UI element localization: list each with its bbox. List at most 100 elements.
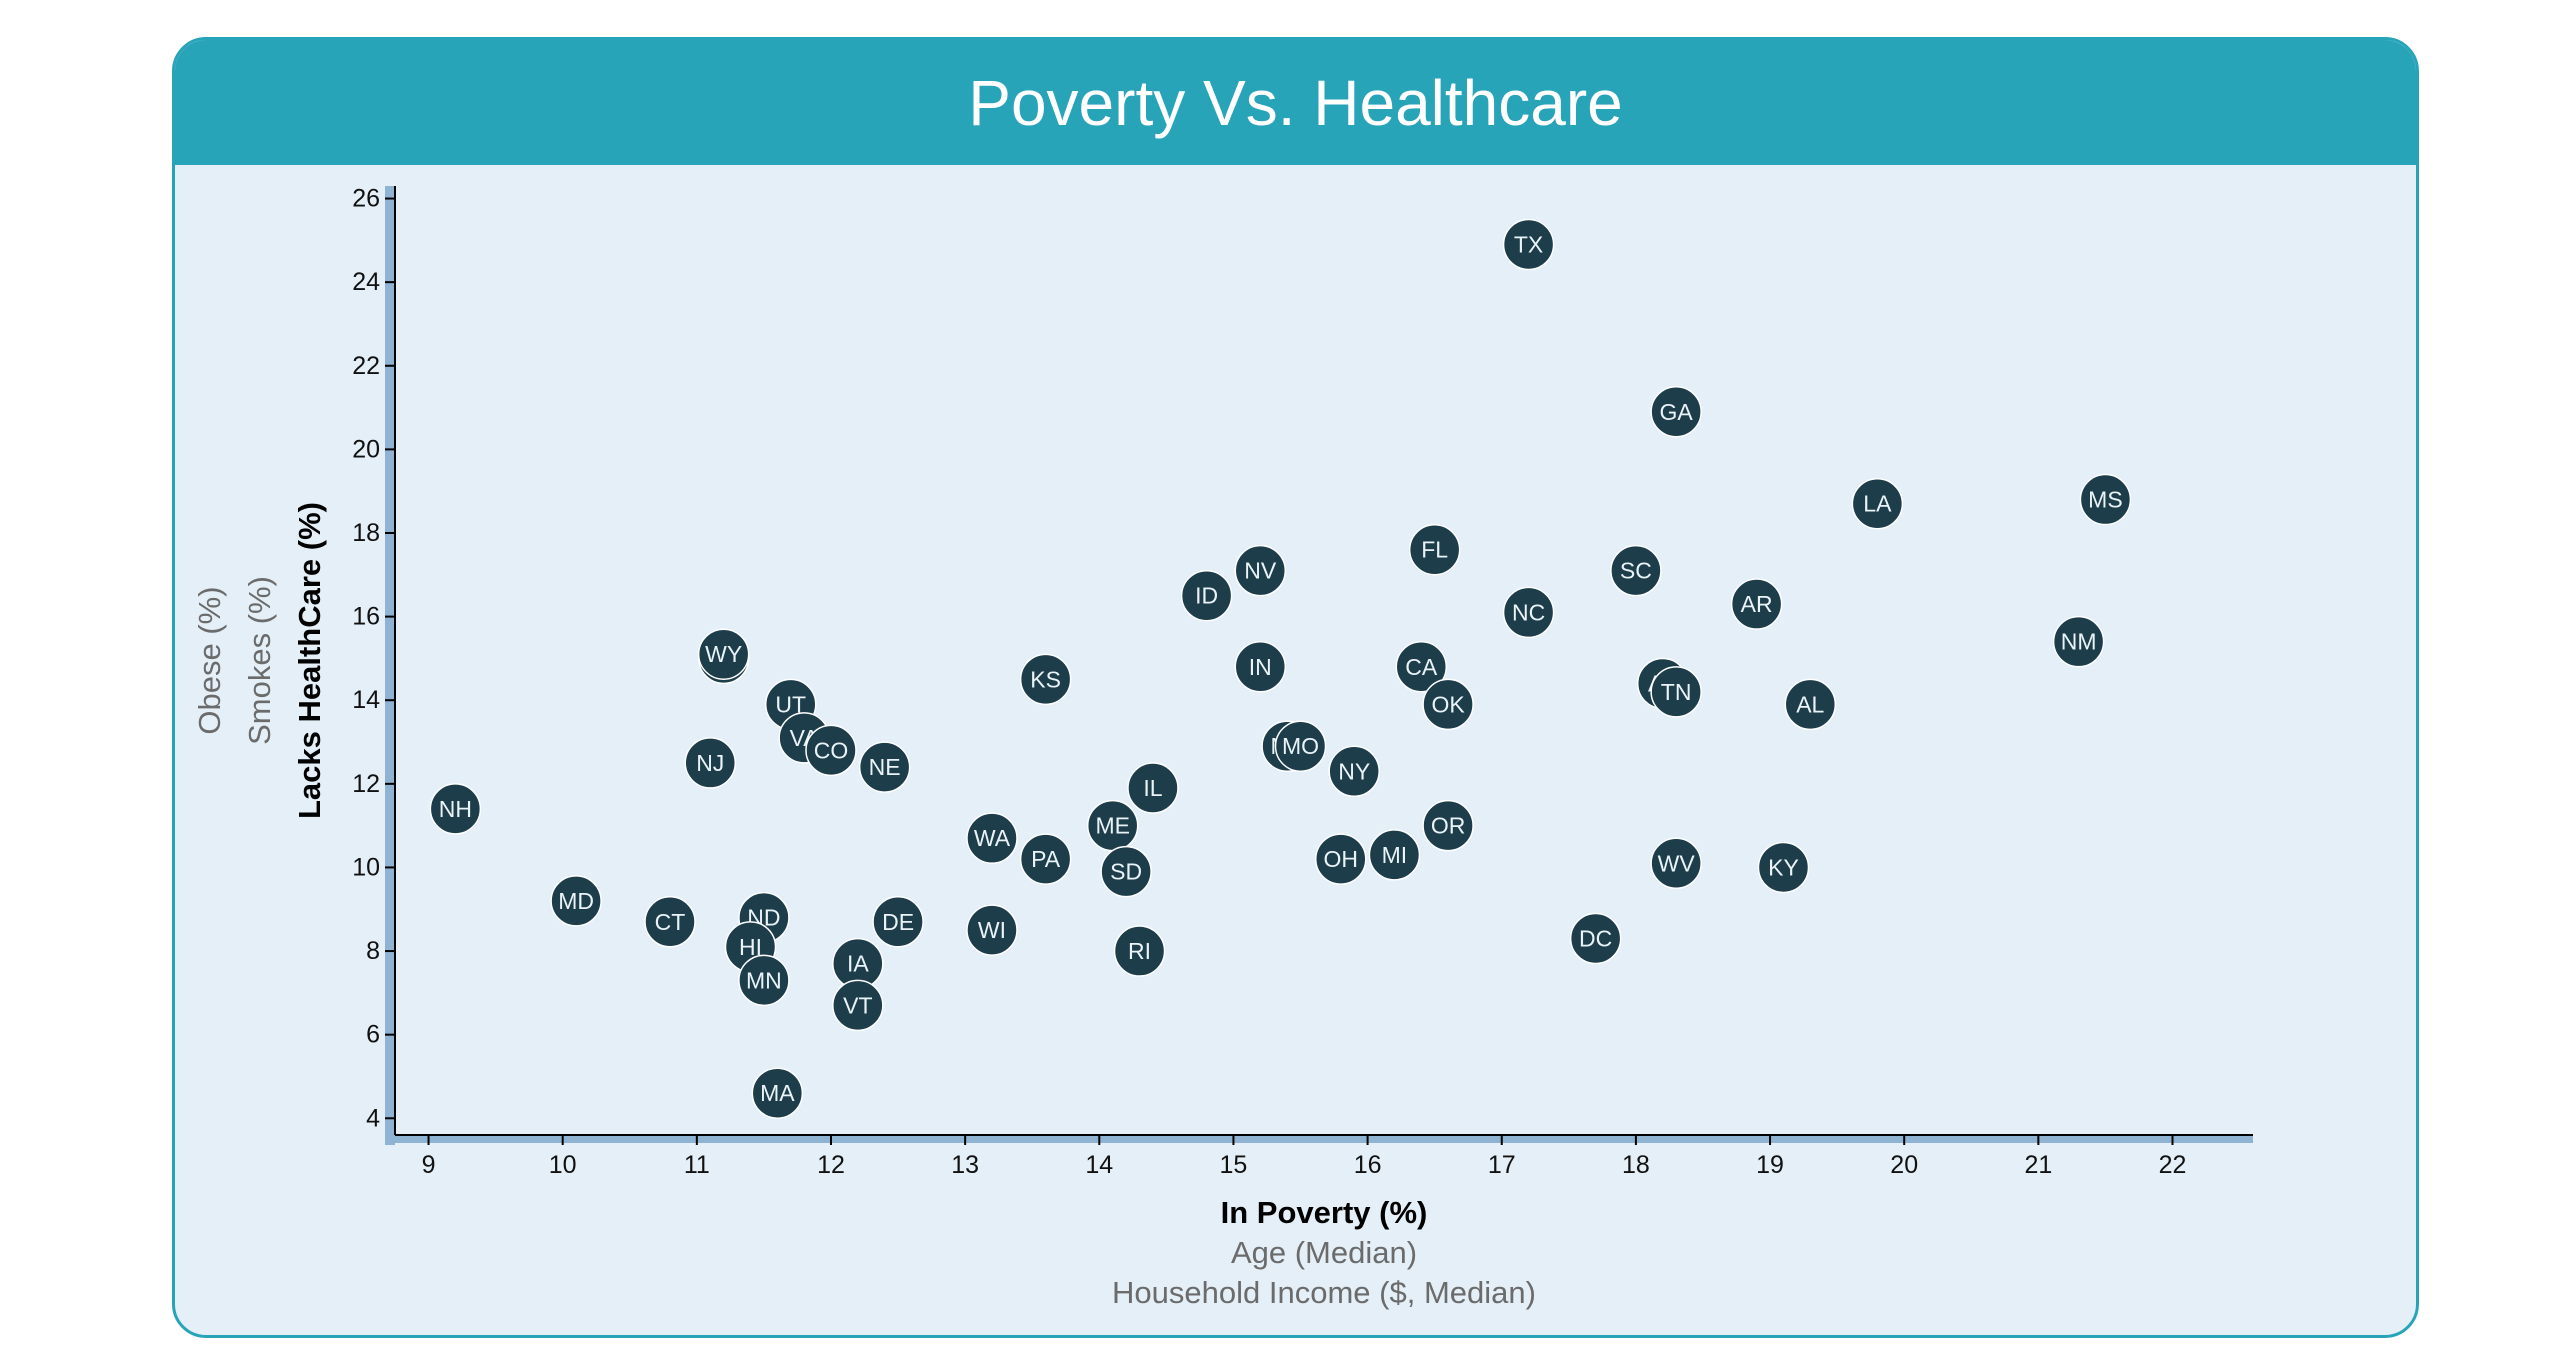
state-marker-ks[interactable]: KS — [1019, 653, 1072, 706]
state-marker-ar[interactable]: AR — [1730, 578, 1783, 630]
state-marker-nv[interactable]: NV — [1234, 544, 1287, 597]
state-circle[interactable] — [966, 904, 1018, 956]
state-marker-co[interactable]: CO — [805, 724, 857, 777]
state-circle[interactable] — [1851, 477, 1904, 530]
state-marker-nj[interactable]: NJ — [684, 737, 737, 789]
state-circle[interactable] — [429, 783, 482, 835]
state-marker-sd[interactable]: SD — [1100, 845, 1152, 898]
state-circle[interactable] — [1019, 653, 1072, 706]
state-circle[interactable] — [684, 737, 737, 789]
state-marker-me[interactable]: ME — [1086, 799, 1139, 852]
state-circle[interactable] — [550, 875, 602, 927]
state-circle[interactable] — [1180, 569, 1233, 622]
state-marker-tx[interactable]: TX — [1502, 218, 1555, 271]
state-circle[interactable] — [1422, 799, 1474, 852]
state-circle[interactable] — [1610, 544, 1662, 597]
state-marker-vt[interactable]: VT — [832, 979, 884, 1032]
state-label: ID — [1195, 583, 1218, 609]
state-marker-ga[interactable]: GA — [1650, 386, 1702, 438]
state-marker-ne[interactable]: NE — [858, 741, 911, 793]
state-marker-ri[interactable]: RI — [1113, 925, 1166, 977]
state-circle[interactable] — [872, 896, 924, 948]
state-circle[interactable] — [1315, 833, 1367, 885]
state-circle[interactable] — [697, 628, 750, 680]
state-circle[interactable] — [1650, 837, 1702, 890]
state-circle[interactable] — [1100, 845, 1152, 898]
state-circle[interactable] — [1113, 925, 1166, 977]
state-marker-al[interactable]: AL — [1784, 678, 1837, 731]
state-circle[interactable] — [1502, 218, 1555, 271]
state-marker-md[interactable]: MD — [550, 875, 602, 927]
x-tick-label: 16 — [1354, 1151, 1382, 1179]
state-marker-dc[interactable]: DC — [1569, 912, 1622, 965]
state-circle[interactable] — [1757, 841, 1810, 894]
state-circle[interactable] — [1328, 745, 1380, 798]
state-marker-nh[interactable]: NH — [429, 783, 482, 835]
state-marker-oh[interactable]: OH — [1315, 833, 1367, 885]
y-axis-title-healthcare[interactable]: Lacks HealthCare (%) — [292, 502, 327, 819]
state-marker-wa[interactable]: WA — [966, 812, 1018, 864]
state-marker-ms[interactable]: MS — [2079, 473, 2132, 526]
state-circle[interactable] — [1234, 544, 1287, 597]
state-marker-sc[interactable]: SC — [1610, 544, 1662, 597]
state-marker-ny[interactable]: NY — [1328, 745, 1380, 798]
state-label: MD — [558, 888, 594, 914]
state-circle[interactable] — [1569, 912, 1622, 965]
x-axis-title-poverty[interactable]: In Poverty (%) — [1221, 1195, 1428, 1230]
state-marker-wy[interactable]: WY — [697, 628, 750, 680]
state-circle[interactable] — [1784, 678, 1837, 731]
state-marker-nm[interactable]: NM — [2052, 615, 2105, 668]
state-marker-in[interactable]: IN — [1234, 641, 1287, 693]
state-label: MN — [746, 967, 782, 993]
state-circle[interactable] — [1502, 586, 1555, 639]
state-label: OK — [1431, 691, 1465, 717]
state-marker-il[interactable]: IL — [1127, 762, 1179, 814]
state-marker-wv[interactable]: WV — [1650, 837, 1702, 890]
state-marker-or[interactable]: OR — [1422, 799, 1474, 852]
state-marker-ok[interactable]: OK — [1422, 678, 1474, 731]
state-circle[interactable] — [1127, 762, 1179, 814]
state-circle[interactable] — [1395, 641, 1448, 693]
y-axis-title-obesity[interactable]: Obese (%) — [192, 586, 227, 734]
state-circle[interactable] — [1368, 829, 1421, 881]
x-tick-label: 19 — [1756, 1151, 1784, 1179]
state-circle[interactable] — [1730, 578, 1783, 630]
state-marker-nc[interactable]: NC — [1502, 586, 1555, 639]
state-circle[interactable] — [1650, 386, 1702, 438]
state-circle[interactable] — [966, 812, 1018, 864]
state-marker-ma[interactable]: MA — [751, 1067, 804, 1119]
state-marker-mo[interactable]: MO — [1274, 720, 1327, 772]
state-circle[interactable] — [2079, 473, 2132, 526]
state-label: VT — [843, 992, 872, 1018]
state-circle[interactable] — [644, 896, 696, 948]
state-circle[interactable] — [2052, 615, 2105, 668]
y-tick-label: 10 — [352, 853, 380, 881]
state-marker-mi[interactable]: MI — [1368, 829, 1421, 881]
state-marker-pa[interactable]: PA — [1019, 833, 1072, 885]
state-circle[interactable] — [805, 724, 857, 777]
state-marker-ct[interactable]: CT — [644, 896, 696, 948]
state-marker-ia[interactable]: IA — [832, 937, 884, 990]
state-marker-id[interactable]: ID — [1180, 569, 1233, 622]
state-circle[interactable] — [832, 979, 884, 1032]
state-marker-ky[interactable]: KY — [1757, 841, 1810, 894]
state-circle[interactable] — [1408, 523, 1461, 576]
state-circle[interactable] — [1422, 678, 1474, 731]
x-axis-title-age[interactable]: Age (Median) — [1231, 1235, 1417, 1270]
state-marker-wi[interactable]: WI — [966, 904, 1018, 956]
state-circle[interactable] — [858, 741, 911, 793]
state-circle[interactable] — [738, 954, 790, 1007]
x-axis-title-income[interactable]: Household Income ($, Median) — [1112, 1275, 1536, 1310]
state-circle[interactable] — [751, 1067, 804, 1119]
state-marker-tn[interactable]: TN — [1650, 666, 1702, 718]
state-circle[interactable] — [1650, 666, 1702, 718]
state-marker-la[interactable]: LA — [1851, 477, 1904, 530]
state-marker-mn[interactable]: MN — [738, 954, 790, 1007]
state-circle[interactable] — [1019, 833, 1072, 885]
y-axis-title-smokes[interactable]: Smokes (%) — [242, 576, 277, 745]
state-circle[interactable] — [1234, 641, 1287, 693]
state-marker-de[interactable]: DE — [872, 896, 924, 948]
state-marker-ca[interactable]: CA — [1395, 641, 1448, 693]
state-circle[interactable] — [1274, 720, 1327, 772]
state-marker-fl[interactable]: FL — [1408, 523, 1461, 576]
